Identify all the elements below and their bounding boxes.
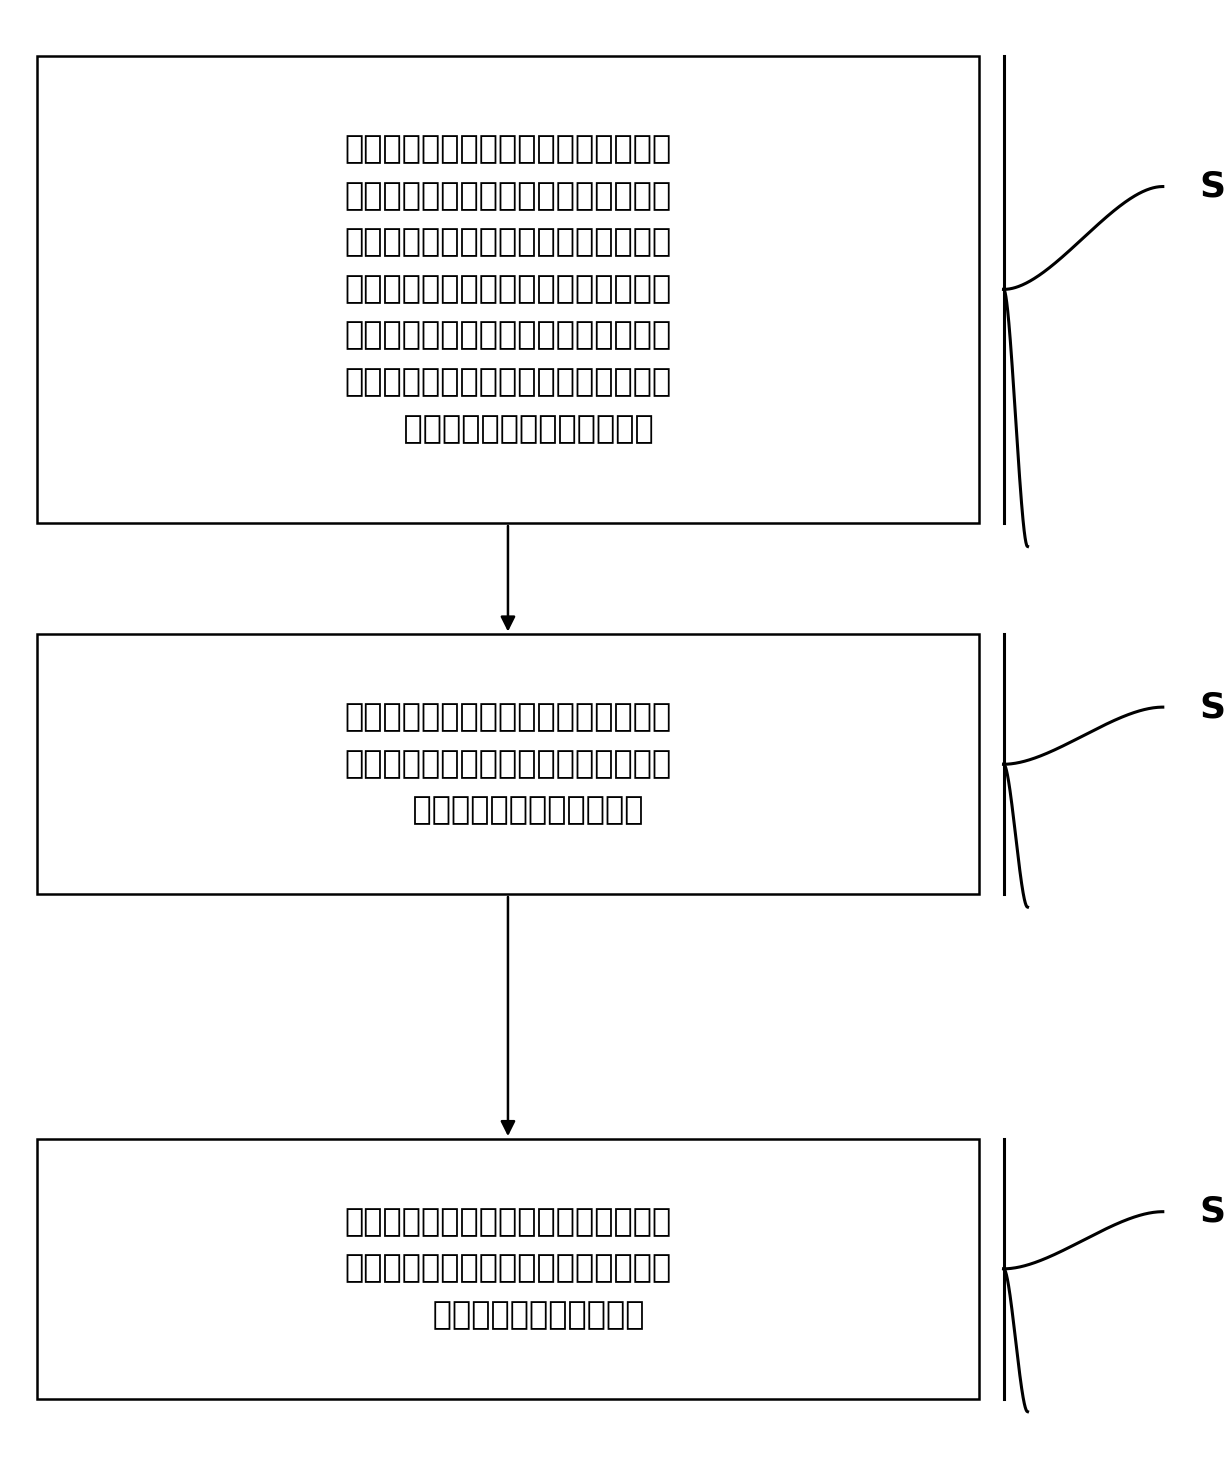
Text: S33: S33 <box>1200 1195 1224 1229</box>
Bar <box>37 1140 979 1398</box>
Bar <box>37 635 979 893</box>
Text: S32: S32 <box>1200 690 1224 724</box>
Bar <box>37 55 979 522</box>
Text: 根据第二样本数据集中的第二样本数据
，以及各第二样本数据对应的第二温度
      数据，确定温度预估策略: 根据第二样本数据集中的第二样本数据 ，以及各第二样本数据对应的第二温度 数据，确… <box>344 1206 672 1331</box>
Text: 获取显示面板第二样本数据集，第二样
本数据集中包括显示面板在不同时间点
的多个第二样本数据，每个第二样本数
据中包括第一类型数据、第二类型数据
和第三类型数据，: 获取显示面板第二样本数据集，第二样 本数据集中包括显示面板在不同时间点 的多个第… <box>344 134 672 445</box>
Text: 将第二样本数据集中的第二样本数据输
入到显示面板的模型，得到每个第二样
    本数据对应的第二温度数据: 将第二样本数据集中的第二样本数据输 入到显示面板的模型，得到每个第二样 本数据对… <box>344 702 672 827</box>
Text: S31: S31 <box>1200 169 1224 203</box>
